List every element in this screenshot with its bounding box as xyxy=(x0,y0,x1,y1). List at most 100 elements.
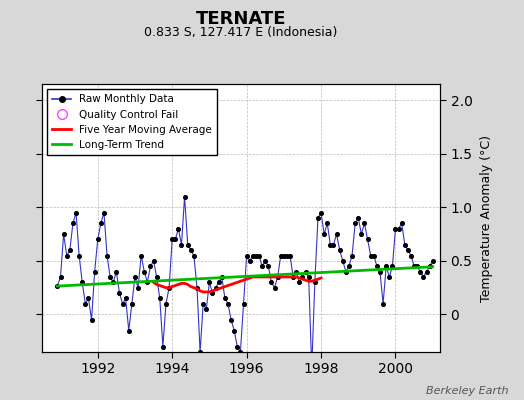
Point xyxy=(429,258,437,264)
Point xyxy=(209,290,217,296)
Point xyxy=(329,242,337,248)
Point xyxy=(283,252,291,259)
Point xyxy=(403,247,412,253)
Point xyxy=(53,282,62,289)
Point xyxy=(354,215,363,221)
Point xyxy=(236,349,245,355)
Point xyxy=(419,274,428,280)
Point xyxy=(69,220,77,226)
Point xyxy=(100,210,108,216)
Point xyxy=(233,344,242,350)
Legend: Raw Monthly Data, Quality Control Fail, Five Year Moving Average, Long-Term Tren: Raw Monthly Data, Quality Control Fail, … xyxy=(47,89,217,155)
Text: TERNATE: TERNATE xyxy=(196,10,286,28)
Point xyxy=(131,274,139,280)
Point xyxy=(196,349,204,355)
Point xyxy=(258,263,266,270)
Point xyxy=(174,226,182,232)
Point xyxy=(398,220,406,226)
Point xyxy=(395,226,403,232)
Point xyxy=(391,226,400,232)
Point xyxy=(134,284,142,291)
Point xyxy=(57,274,65,280)
Point xyxy=(168,236,177,243)
Point xyxy=(143,279,151,286)
Point xyxy=(91,268,99,275)
Point xyxy=(311,279,319,286)
Point xyxy=(122,295,130,302)
Point xyxy=(363,236,372,243)
Text: 0.833 S, 127.417 E (Indonesia): 0.833 S, 127.417 E (Indonesia) xyxy=(144,26,338,39)
Point xyxy=(230,327,238,334)
Point xyxy=(385,274,394,280)
Point xyxy=(118,300,127,307)
Point xyxy=(205,279,214,286)
Point xyxy=(292,268,300,275)
Point xyxy=(301,268,310,275)
Point xyxy=(376,268,384,275)
Point xyxy=(221,295,229,302)
Point xyxy=(183,242,192,248)
Point xyxy=(88,317,96,323)
Point xyxy=(379,300,387,307)
Point xyxy=(224,300,232,307)
Point xyxy=(106,274,114,280)
Point xyxy=(267,279,276,286)
Point xyxy=(298,274,307,280)
Point xyxy=(289,274,297,280)
Point xyxy=(295,279,303,286)
Point xyxy=(401,242,409,248)
Point xyxy=(407,252,415,259)
Point xyxy=(246,258,254,264)
Point xyxy=(239,300,248,307)
Point xyxy=(286,252,294,259)
Point xyxy=(96,220,105,226)
Point xyxy=(366,252,375,259)
Point xyxy=(422,268,431,275)
Point xyxy=(159,344,167,350)
Point xyxy=(199,300,208,307)
Point xyxy=(211,284,220,291)
Y-axis label: Temperature Anomaly (°C): Temperature Anomaly (°C) xyxy=(479,134,493,302)
Point xyxy=(339,258,347,264)
Point xyxy=(342,268,350,275)
Point xyxy=(314,215,322,221)
Point xyxy=(345,263,353,270)
Point xyxy=(214,279,223,286)
Point xyxy=(75,252,83,259)
Point xyxy=(72,210,80,216)
Point xyxy=(78,279,86,286)
Point xyxy=(84,295,93,302)
Point xyxy=(308,365,316,371)
Point xyxy=(274,274,282,280)
Point xyxy=(304,274,313,280)
Point xyxy=(177,242,185,248)
Point xyxy=(128,300,136,307)
Point xyxy=(162,300,170,307)
Point xyxy=(382,263,390,270)
Point xyxy=(187,247,195,253)
Point xyxy=(332,231,341,237)
Point xyxy=(125,327,133,334)
Point xyxy=(149,258,158,264)
Point xyxy=(413,263,421,270)
Point xyxy=(165,284,173,291)
Point xyxy=(193,284,201,291)
Point xyxy=(103,252,111,259)
Point xyxy=(180,193,189,200)
Text: Berkeley Earth: Berkeley Earth xyxy=(426,386,508,396)
Point xyxy=(59,231,68,237)
Point xyxy=(361,220,369,226)
Point xyxy=(156,295,164,302)
Point xyxy=(261,258,269,264)
Point xyxy=(112,268,121,275)
Point xyxy=(357,231,366,237)
Point xyxy=(277,252,285,259)
Point xyxy=(323,220,332,226)
Point xyxy=(109,279,117,286)
Point xyxy=(335,247,344,253)
Point xyxy=(140,268,148,275)
Point xyxy=(280,252,288,259)
Point xyxy=(373,263,381,270)
Point xyxy=(137,252,145,259)
Point xyxy=(252,252,260,259)
